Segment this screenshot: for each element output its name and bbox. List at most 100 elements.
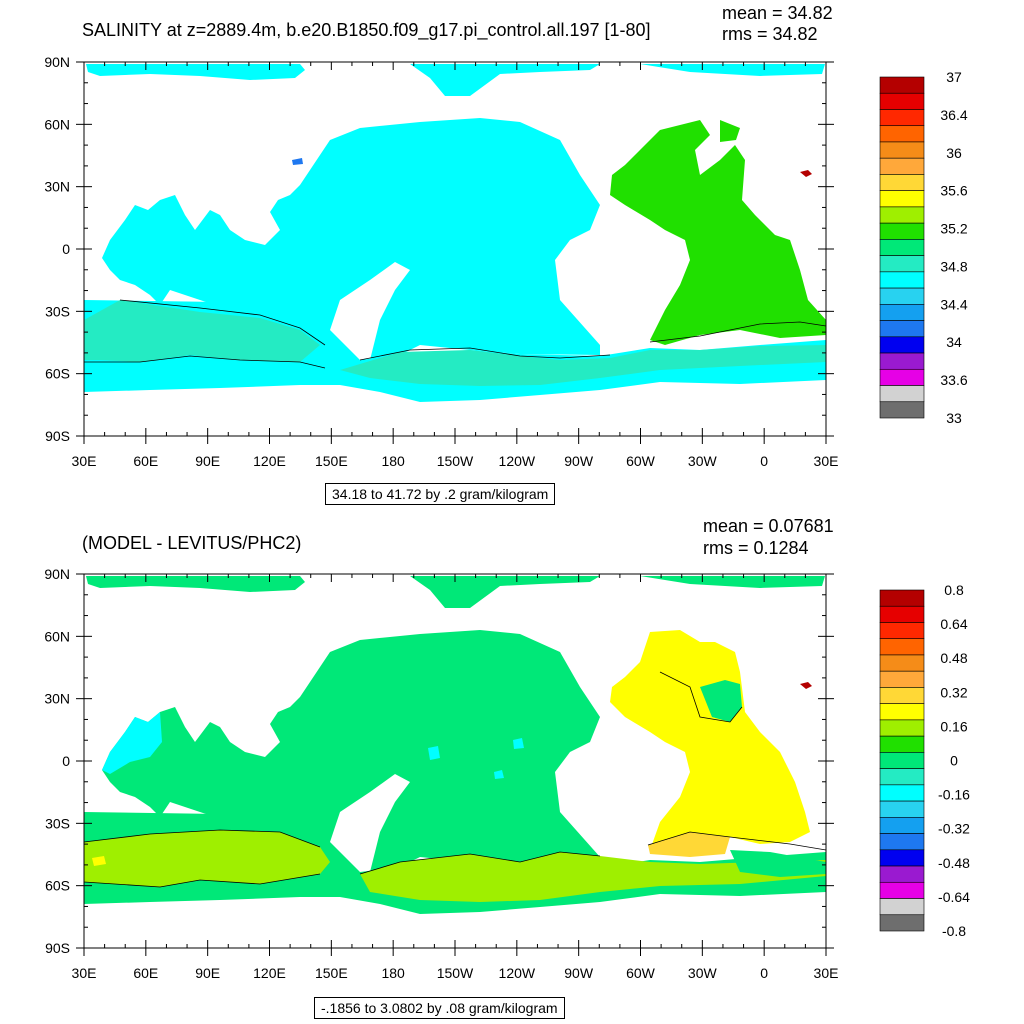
colorbar-swatch: [879, 784, 925, 802]
salinity-colorbar-labels: 37 36.4 36 35.6 35.2 34.8 34.4 34 33.6 33: [940, 69, 967, 426]
colorbar-label: 34: [946, 334, 962, 350]
colorbar-swatch: [879, 703, 925, 721]
x-tick-label: 30E: [72, 453, 97, 469]
colorbar-label: 0: [950, 753, 958, 769]
colorbar-swatch: [879, 190, 925, 208]
salinity-mean-label: mean = 34.82: [722, 3, 833, 23]
salinity-y-tick-labels: 90N 60N 30N 0 30S 60S 90S: [44, 54, 70, 444]
difference-y-tick-labels: 90N 60N 30N 0 30S 60S 90S: [44, 566, 70, 956]
colorbar-swatch: [879, 833, 925, 851]
colorbar-swatch: [879, 719, 925, 737]
x-tick-label: 150E: [315, 453, 348, 469]
x-tick-label: 120E: [253, 965, 286, 981]
colorbar-swatch: [879, 174, 925, 191]
salinity-tick-marks: [76, 61, 834, 444]
colorbar-swatch: [879, 898, 925, 916]
colorbar-label: 33.6: [940, 372, 967, 388]
difference-plot: 30E 60E 90E 120E 150E 180 150W 120W 90W 60W 30W 0 30…: [44, 566, 970, 981]
x-tick-label: 30W: [688, 965, 718, 981]
y-tick-label: 60S: [45, 878, 70, 894]
x-tick-label: 150E: [315, 965, 348, 981]
salinity-panel: 30E 60E 90E 120E 150E 180 150W 120W 90W 60W 30W 0 30…: [44, 3, 968, 505]
x-tick-label: 120E: [253, 453, 286, 469]
x-tick-label: 60W: [626, 453, 656, 469]
difference-rms-label: rms = 0.1284: [703, 538, 809, 558]
y-tick-label: 90S: [45, 940, 70, 956]
colorbar-swatch: [879, 109, 925, 127]
colorbar-swatch: [879, 157, 925, 175]
y-tick-label: 30S: [45, 303, 70, 319]
colorbar-swatch: [879, 865, 925, 883]
y-tick-label: 0: [62, 753, 70, 769]
x-tick-label: 90W: [564, 453, 594, 469]
colorbar-label: 36: [946, 145, 962, 161]
x-tick-label: 60W: [626, 965, 656, 981]
colorbar-swatch: [879, 654, 925, 672]
colorbar-swatch: [879, 849, 925, 867]
salinity-title: SALINITY at z=2889.4m, b.e20.B1850.f09_g…: [82, 20, 651, 40]
y-tick-label: 60N: [44, 628, 70, 644]
colorbar-label: -0.48: [938, 855, 970, 871]
colorbar-label: 35.2: [940, 221, 967, 237]
x-tick-label: 90E: [195, 965, 220, 981]
colorbar-swatch: [879, 304, 925, 321]
y-tick-label: 30S: [45, 815, 70, 831]
x-tick-label: 90E: [195, 453, 220, 469]
colorbar-swatch: [879, 255, 925, 273]
y-tick-label: 90N: [44, 54, 70, 70]
colorbar-label: -0.64: [938, 889, 970, 905]
x-tick-label: 0: [760, 965, 768, 981]
difference-title: (MODEL - LEVITUS/PHC2): [82, 533, 302, 553]
x-tick-label: 120W: [499, 965, 536, 981]
difference-colorbar: [879, 589, 925, 932]
x-tick-label: 60E: [133, 965, 158, 981]
y-tick-label: 90S: [45, 428, 70, 444]
difference-contour-info: -.1856 to 3.0802 by .08 gram/kilogram: [314, 997, 565, 1019]
x-tick-label: 180: [381, 965, 405, 981]
colorbar-label: 0.32: [940, 684, 967, 700]
colorbar-swatch: [879, 76, 925, 94]
colorbar-swatch: [879, 125, 925, 143]
colorbar-label: 34.4: [940, 296, 967, 312]
x-tick-label: 150W: [437, 965, 474, 981]
salinity-rms-label: rms = 34.82: [722, 24, 818, 44]
salinity-x-tick-labels: 30E 60E 90E 120E 150E 180 150W 120W 90W 60W 30W 0 30…: [72, 453, 839, 469]
difference-mean-label: mean = 0.07681: [703, 516, 834, 536]
colorbar-swatch: [879, 385, 925, 403]
difference-panel: 30E 60E 90E 120E 150E 180 150W 120W 90W 60W 30W 0 30…: [0, 512, 1024, 1024]
colorbar-label: 36.4: [940, 107, 967, 123]
y-tick-label: 90N: [44, 566, 70, 582]
x-tick-label: 30E: [814, 453, 839, 469]
difference-map-field: [84, 576, 826, 914]
colorbar-swatch: [879, 589, 925, 607]
colorbar-swatch: [879, 914, 925, 932]
colorbar-swatch: [879, 271, 925, 289]
x-tick-label: 120W: [499, 453, 536, 469]
x-tick-label: 30W: [688, 453, 718, 469]
colorbar-swatch: [879, 206, 925, 224]
colorbar-swatch: [879, 401, 925, 419]
difference-x-tick-labels: 30E 60E 90E 120E 150E 180 150W 120W 90W 60W 30W 0 30…: [72, 965, 839, 981]
colorbar-swatch: [879, 92, 925, 110]
difference-tick-marks: [76, 573, 834, 956]
colorbar-swatch: [879, 239, 925, 256]
x-tick-label: 60E: [133, 453, 158, 469]
colorbar-swatch: [879, 752, 925, 769]
colorbar-label: 37: [946, 69, 962, 85]
salinity-plot: 30E 60E 90E 120E 150E 180 150W 120W 90W 60W 30W 0 30…: [44, 54, 968, 469]
colorbar-label: -0.16: [938, 787, 970, 803]
colorbar-swatch: [879, 287, 925, 305]
colorbar-swatch: [879, 336, 925, 354]
colorbar-swatch: [879, 141, 925, 159]
colorbar-swatch: [879, 670, 925, 688]
x-tick-label: 0: [760, 453, 768, 469]
colorbar-swatch: [879, 622, 925, 640]
colorbar-swatch: [879, 368, 925, 386]
colorbar-swatch: [879, 605, 925, 623]
salinity-colorbar: [879, 76, 925, 419]
colorbar-swatch: [879, 800, 925, 818]
y-tick-label: 60N: [44, 116, 70, 132]
y-tick-label: 60S: [45, 366, 70, 382]
colorbar-label: 35.6: [940, 183, 967, 199]
colorbar-label: 0.8: [944, 582, 964, 598]
